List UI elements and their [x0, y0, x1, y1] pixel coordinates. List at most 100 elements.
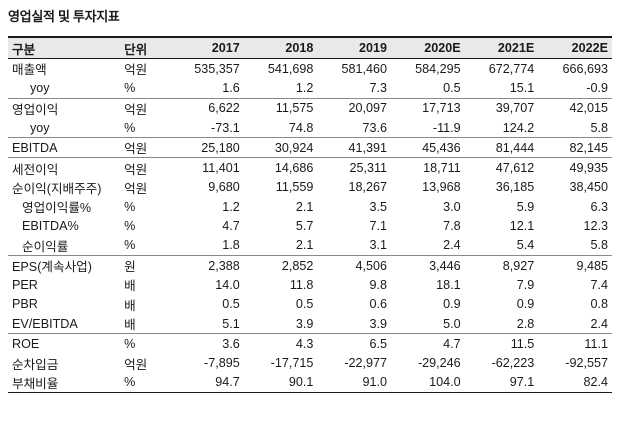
- row-unit: 억원: [120, 157, 171, 178]
- row-label: 순이익률: [22, 239, 69, 254]
- header-row: 구분 단위 2017 2018 2019 2020E 2021E 2022E: [8, 36, 612, 59]
- row-value: 12.1: [509, 219, 535, 234]
- table-row: 순차입금 억원 -7,895 -17,715 -22,977 -29,246 -62,223…: [8, 353, 612, 372]
- table-row: 순이익(지배주주) 억원 9,680 11,559 18,267 13,968 36,185…: [8, 178, 612, 197]
- header-unit: 단위: [120, 36, 171, 59]
- row-value: -22,977: [344, 356, 388, 371]
- row-value: 5.0: [443, 316, 461, 331]
- row-label: EV/EBITDA: [12, 316, 78, 331]
- row-label: 순이익(지배주주): [12, 181, 102, 196]
- row-value: 584,295: [415, 61, 461, 76]
- row-value: 2.1: [295, 238, 314, 253]
- table-title: 영업실적 및 투자지표: [8, 9, 120, 24]
- row-value: 39,707: [464, 97, 539, 118]
- row-label: EBITDA%: [22, 219, 79, 234]
- row-value: 672,774: [488, 61, 535, 76]
- row-unit: %: [124, 199, 136, 214]
- row-value: 9.8: [369, 277, 388, 292]
- row-value: 581,460: [341, 61, 388, 76]
- row-value: 9,485: [538, 254, 612, 276]
- row-value: 14,686: [243, 157, 318, 178]
- row-label: 매출액: [12, 63, 47, 78]
- row-value: 1.2: [295, 80, 314, 95]
- row-value: 1.6: [222, 80, 240, 95]
- header-item: 구분: [8, 36, 121, 59]
- row-value: 3.9: [295, 316, 314, 331]
- row-value: 666,693: [562, 61, 608, 76]
- table-row: yoy% -73.1 74.8 73.6 -11.9 124.2 5.8: [8, 118, 612, 138]
- row-value: 0.5: [443, 80, 461, 95]
- row-value: -92,557: [565, 356, 608, 371]
- row-value: 6,622: [170, 97, 244, 118]
- row-unit: %: [120, 372, 171, 394]
- row-unit: %: [124, 80, 136, 95]
- row-value: 8,927: [464, 254, 539, 276]
- row-unit: %: [124, 238, 136, 253]
- row-value: 91.0: [317, 372, 392, 394]
- table-row: 부채비율% 94.7 90.1 91.0 104.0 97.1 82.4: [8, 372, 612, 394]
- row-label: 영업이익률%: [22, 201, 92, 216]
- row-value: 5.9: [516, 199, 535, 214]
- row-value: 11,401: [170, 157, 244, 178]
- row-value: 5.8: [590, 120, 608, 135]
- row-value: 11.5: [464, 333, 539, 354]
- row-value: 45,436: [391, 137, 465, 158]
- row-label: 영업이익: [8, 97, 121, 118]
- row-value: 0.9: [516, 297, 535, 312]
- row-unit: 배: [124, 298, 136, 313]
- row-label: PBR: [12, 297, 38, 312]
- row-value: 18,267: [348, 180, 388, 195]
- row-value: 5.7: [295, 219, 314, 234]
- row-value: 2,388: [170, 254, 244, 276]
- row-value: 38,450: [569, 180, 608, 195]
- row-unit: %: [124, 219, 136, 234]
- row-value: 4.7: [222, 219, 240, 234]
- row-value: 82,145: [538, 137, 612, 158]
- row-value: 2.4: [590, 316, 608, 331]
- row-value: 3.1: [369, 238, 388, 253]
- row-value: 90.1: [243, 372, 318, 394]
- row-value: 5.4: [516, 238, 535, 253]
- table-row: ROE% 3.6 4.3 6.5 4.7 11.5 11.1: [8, 333, 612, 354]
- row-value: 3.9: [369, 316, 388, 331]
- table-row: yoy% 1.6 1.2 7.3 0.5 15.1 -0.9: [8, 78, 612, 98]
- row-value: 7.8: [443, 219, 461, 234]
- row-value: 25,180: [170, 137, 244, 158]
- row-value: 6.3: [590, 199, 608, 214]
- row-value: 7.9: [516, 277, 535, 292]
- table-row: EV/EBITDA 배 5.1 3.9 3.9 5.0 2.8 2.4: [8, 314, 612, 334]
- header-year: 2020E: [391, 36, 465, 59]
- header-year: 2018: [243, 36, 318, 59]
- table-row: 매출액 억원 535,357 541,698 581,460 584,295 672,774…: [8, 59, 612, 79]
- row-value: 73.6: [362, 120, 388, 135]
- row-value: 12.3: [583, 219, 608, 234]
- row-value: 0.5: [295, 297, 314, 312]
- row-label: yoy: [30, 120, 50, 135]
- row-unit: 배: [124, 279, 136, 294]
- row-value: 1.8: [222, 238, 240, 253]
- table-row: PER 배 14.0 11.8 9.8 18.1 7.9 7.4: [8, 275, 612, 294]
- table-row: 영업이익률%% 1.2 2.1 3.5 3.0 5.9 6.3: [8, 197, 612, 216]
- row-value: 49,935: [538, 157, 612, 178]
- row-value: 0.9: [443, 297, 461, 312]
- row-value: 3,446: [391, 254, 465, 276]
- row-value: 4,506: [317, 254, 392, 276]
- row-value: 0.8: [590, 297, 608, 312]
- row-value: -11.9: [432, 120, 461, 135]
- row-value: 25,311: [317, 157, 392, 178]
- table-row: 세전이익 억원 11,401 14,686 25,311 18,711 47,612 49,9…: [8, 157, 612, 178]
- row-value: 94.7: [170, 372, 244, 394]
- row-value: 18.1: [436, 277, 461, 292]
- row-label: PER: [12, 277, 38, 292]
- row-value: 3.5: [369, 199, 388, 214]
- header-year: 2021E: [464, 36, 539, 59]
- header-year: 2017: [170, 36, 244, 59]
- table-row: 영업이익 억원 6,622 11,575 20,097 17,713 39,707 42,01…: [8, 97, 612, 118]
- row-value: -17,715: [270, 356, 314, 371]
- row-value: 7.3: [369, 80, 388, 95]
- row-label: yoy: [30, 80, 50, 95]
- row-unit: 억원: [124, 181, 148, 196]
- row-value: 2.8: [516, 316, 535, 331]
- row-value: 17,713: [391, 97, 465, 118]
